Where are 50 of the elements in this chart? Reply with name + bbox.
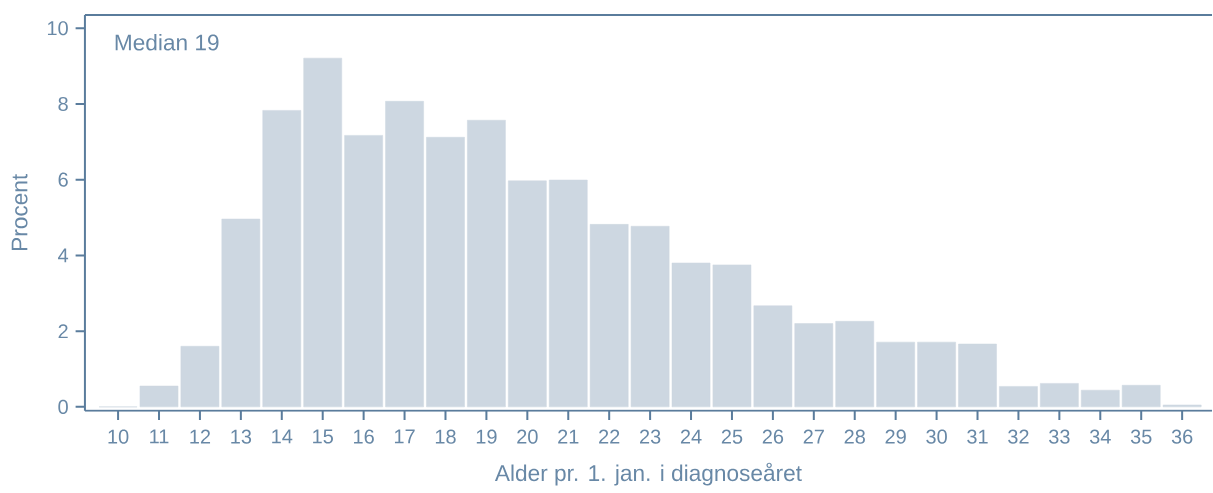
x-tick-label: 17	[394, 429, 415, 444]
bar	[508, 180, 547, 408]
bar	[835, 321, 875, 408]
bar	[958, 343, 997, 408]
x-tick-label: 16	[354, 429, 374, 444]
x-tick-label: 22	[599, 429, 620, 444]
x-tick-label: 10	[108, 429, 129, 444]
y-axis-title: Procent	[11, 174, 28, 251]
x-tick-label: 30	[926, 429, 947, 444]
x-tick-label: 13	[231, 429, 252, 444]
x-tick-label: 32	[1008, 429, 1029, 444]
x-tick-label: 24	[680, 429, 702, 444]
x-tick-label: 11	[150, 429, 169, 444]
x-tick-label: 26	[762, 429, 784, 444]
x-tick-label: 35	[1130, 429, 1152, 444]
bar	[385, 101, 424, 408]
bar	[917, 342, 956, 408]
bar	[344, 135, 383, 408]
x-tick-label: 36	[1171, 429, 1193, 444]
x-tick-label: 12	[190, 429, 211, 444]
y-tick-label: 4	[58, 248, 69, 263]
bar	[999, 386, 1038, 408]
bar	[548, 180, 588, 408]
x-tick-label: 28	[844, 429, 865, 444]
x-tick-label: 18	[435, 429, 456, 444]
x-tick-label: 31	[967, 429, 988, 444]
y-tick-label: 8	[58, 97, 68, 112]
bar	[426, 137, 465, 408]
bar	[1080, 390, 1120, 408]
x-tick-label: 29	[885, 429, 906, 444]
annotation: Median 19	[115, 34, 219, 51]
x-tick-label: 33	[1049, 429, 1070, 444]
x-tick-label: 21	[558, 429, 579, 444]
bar	[467, 120, 506, 408]
x-tick-label: 34	[1089, 429, 1111, 444]
x-tick-label: 20	[517, 429, 538, 444]
y-tick-label: 0	[58, 400, 68, 415]
x-tick-label: 19	[476, 429, 497, 444]
y-tick-label: 6	[58, 172, 68, 187]
x-tick-label: 25	[721, 429, 743, 444]
bar	[1040, 383, 1079, 408]
bar	[303, 58, 343, 408]
x-axis-title: Alder pr. 1. jan. i diagnoseåret	[494, 462, 802, 486]
x-tick-label: 27	[803, 429, 824, 444]
y-tick-label: 10	[47, 21, 68, 36]
bar	[876, 342, 915, 408]
x-tick-label: 23	[640, 429, 661, 444]
x-tick-label: 15	[313, 429, 333, 444]
y-tick-label: 2	[58, 324, 68, 339]
x-tick-label: 14	[272, 429, 293, 444]
